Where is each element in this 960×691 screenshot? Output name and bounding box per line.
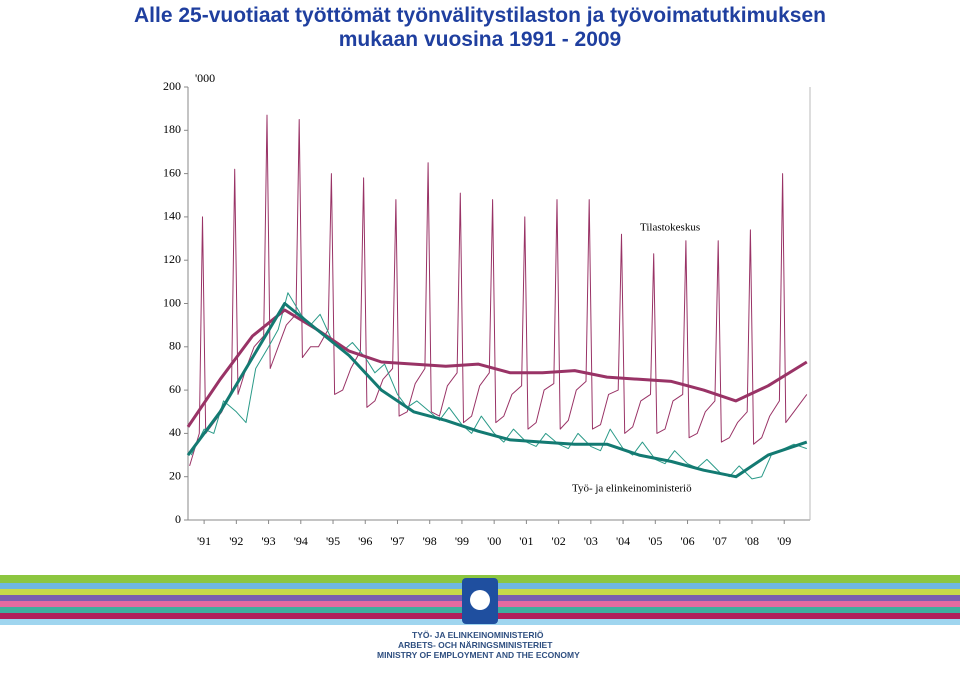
x-tick-label: '97 [390, 534, 404, 548]
y-tick-label: 0 [175, 512, 181, 526]
footer-stripes [0, 575, 960, 625]
x-tick-label: '04 [616, 534, 630, 548]
series-line [186, 308, 808, 428]
series-line [189, 114, 808, 467]
x-tick-label: '05 [648, 534, 662, 548]
x-tick-label: '99 [455, 534, 469, 548]
footer-text: MINISTRY OF EMPLOYMENT AND THE ECONOMY [377, 650, 580, 660]
title: mukaan vuosina 1991 - 2009 [339, 28, 622, 51]
y-tick-label: 200 [163, 79, 181, 93]
plot: 0 20 40 60 80 100 120 140 160 180 200 '91 '92 '93 '94 '… [163, 71, 811, 548]
x-tick-label: '03 [584, 534, 598, 548]
x-tick-label: '06 [680, 534, 694, 548]
y-tick-label: 80 [169, 339, 181, 353]
title: Alle 25-vuotiaat työttömät työnvälitysti… [134, 4, 826, 27]
unit-label: '000 [195, 71, 215, 85]
y-tick-label: 180 [163, 122, 181, 136]
x-tick-label: '98 [423, 534, 437, 548]
x-tick-label: '02 [552, 534, 566, 548]
x-tick-label: '95 [326, 534, 340, 548]
footer-text: ARBETS- OCH NÄRINGSMINISTERIET [398, 640, 553, 650]
y-tick-label: 40 [169, 425, 181, 439]
series-line [190, 292, 807, 480]
y-tick-label: 140 [163, 209, 181, 223]
x-tick-label: '93 [261, 534, 275, 548]
x-tick-label: '07 [713, 534, 727, 548]
x-tick-label: '92 [229, 534, 243, 548]
x-tick-label: '01 [519, 534, 533, 548]
x-tick-label: '94 [294, 534, 308, 548]
annotation: Työ- ja elinkeinoministeriö [572, 483, 692, 495]
y-tick-label: 20 [169, 468, 181, 482]
x-tick-label: '08 [745, 534, 759, 548]
series-line [186, 302, 808, 479]
y-tick-label: 100 [163, 295, 181, 309]
x-tick-label: '96 [358, 534, 372, 548]
y-tick-label: 120 [163, 252, 181, 266]
footer-text: TYÖ- JA ELINKEINOMINISTERIÖ [412, 630, 544, 640]
x-tick-label: '09 [777, 534, 791, 548]
x-tick-label: '91 [197, 534, 211, 548]
x-tick-label: '00 [487, 534, 501, 548]
y-tick-label: 60 [169, 382, 181, 396]
annotation: Tilastokeskus [640, 222, 700, 234]
y-tick-label: 160 [163, 165, 181, 179]
